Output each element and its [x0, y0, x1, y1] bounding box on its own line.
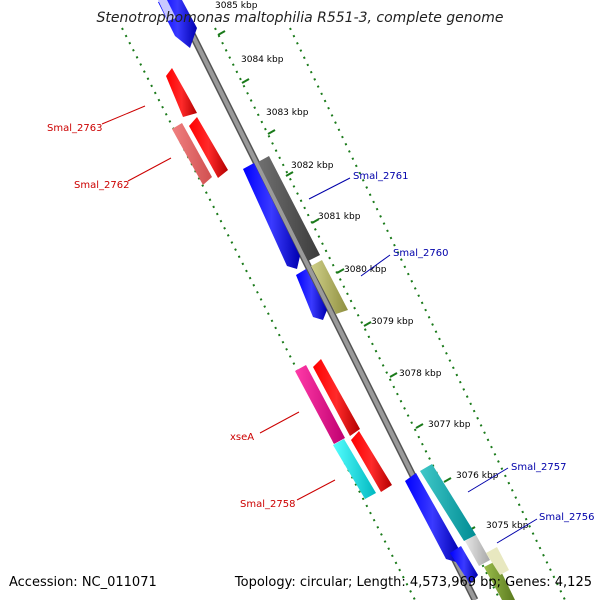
gene-features	[158, 0, 515, 600]
guide-outer-left	[121, 27, 416, 600]
gene-feature-xsea-red[interactable]	[313, 359, 360, 436]
gene-feature-smal-2761-blue[interactable]	[243, 163, 300, 269]
gene-feature-bottom-pale[interactable]	[486, 547, 509, 575]
ruler-label-3083: 3083 kbp	[266, 108, 309, 118]
gene-label-smal-2756[interactable]: Smal_2756	[539, 512, 594, 523]
genome-summary-text: Topology: circular; Length: 4,573,969 bp…	[234, 575, 592, 590]
gene-leader-lines	[101, 105, 538, 544]
gene-feature-smal-2760-olive[interactable]	[311, 260, 348, 314]
gene-label-smal-2763[interactable]: Smal_2763	[47, 123, 102, 134]
gene-feature-smal-2757-blue[interactable]	[405, 473, 460, 562]
gene-feature-smal-2757-teal[interactable]	[420, 464, 476, 541]
gene-label-smal-2757[interactable]: Smal_2757	[511, 462, 566, 473]
ruler-label-3081: 3081 kbp	[318, 212, 361, 222]
ruler-label-3075: 3075 kbp	[486, 521, 529, 531]
gene-feature-smal-2756-light[interactable]	[465, 535, 490, 566]
gene-feature-top-light	[158, 0, 176, 21]
gene-label-smal-2760[interactable]: Smal_2760	[393, 248, 448, 259]
ruler-label-3076: 3076 kbp	[456, 471, 499, 481]
gene-feature-smal-2758-red[interactable]	[351, 431, 392, 492]
gene-feature-xsea-magenta[interactable]	[295, 365, 345, 444]
gene-feature-smal-2763[interactable]	[166, 68, 197, 117]
gene-label-smal-2762[interactable]: Smal_2762	[74, 180, 129, 191]
gene-feature-smal-2762-red[interactable]	[189, 117, 228, 178]
gene-feature-bottom-green[interactable]	[484, 561, 515, 600]
ruler-label-3085: 3085 kbp	[215, 1, 258, 11]
ruler-label-3084: 3084 kbp	[241, 55, 284, 65]
guide-outer-right	[289, 27, 566, 600]
gene-label-xsea[interactable]: xseA	[230, 432, 254, 443]
track-guides	[121, 27, 566, 600]
ruler-label-3078: 3078 kbp	[399, 369, 442, 379]
ruler-label-3082: 3082 kbp	[291, 161, 334, 171]
gene-feature-smal-2761-gray[interactable]	[258, 156, 320, 261]
gene-feature-bottom-blue[interactable]	[450, 546, 478, 584]
gene-feature-smal-2760-blue[interactable]	[296, 269, 327, 320]
accession-text: Accession: NC_011071	[9, 575, 157, 590]
ruler-label-3079: 3079 kbp	[371, 317, 414, 327]
gene-feature-smal-2758-cyan[interactable]	[333, 439, 376, 499]
gene-feature-smal-2762-pink[interactable]	[172, 123, 212, 185]
ruler-label-3077: 3077 kbp	[428, 420, 471, 430]
map-title-overlay: Stenotrophomonas maltophilia R551-3, com…	[96, 10, 504, 26]
gene-label-smal-2761[interactable]: Smal_2761	[353, 171, 408, 182]
gene-label-smal-2758[interactable]: Smal_2758	[240, 499, 295, 510]
ruler-label-3080: 3080 kbp	[344, 265, 387, 275]
